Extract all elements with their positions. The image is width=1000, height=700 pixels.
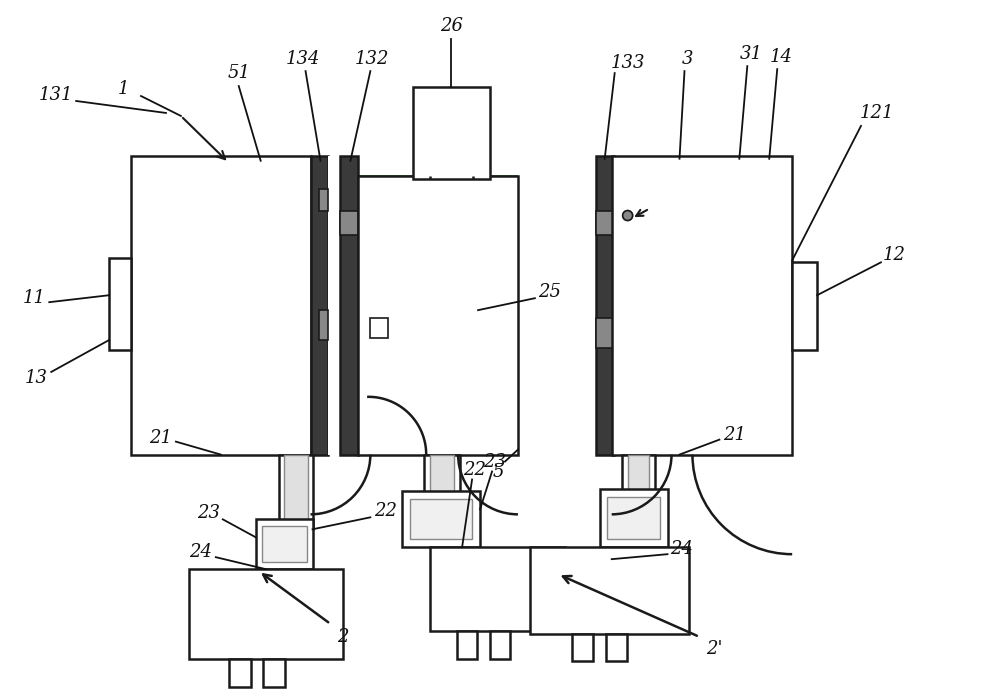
Bar (284, 454, 308, 524)
Text: 11: 11 (23, 289, 46, 307)
Text: 13: 13 (25, 369, 48, 387)
Bar (189, 569, 343, 659)
Bar (430, 454, 454, 505)
Bar (424, 454, 460, 510)
Text: 31: 31 (740, 46, 763, 63)
Text: 1: 1 (117, 80, 129, 98)
Text: 24: 24 (670, 540, 693, 558)
Text: 121: 121 (860, 104, 894, 122)
Bar (430, 547, 565, 631)
Text: 5: 5 (492, 463, 504, 480)
Text: 21: 21 (723, 426, 746, 444)
Bar (328, 156, 340, 454)
Bar (596, 318, 614, 348)
Bar (596, 211, 614, 235)
Bar (596, 156, 614, 454)
Bar (319, 188, 328, 211)
Bar (263, 659, 285, 687)
Text: 25: 25 (538, 284, 561, 301)
Text: 23: 23 (484, 453, 507, 470)
Bar (457, 631, 477, 659)
Text: 51: 51 (227, 64, 250, 82)
Bar (402, 491, 480, 547)
Bar (358, 176, 518, 454)
Text: 3: 3 (682, 50, 693, 68)
Bar (490, 631, 510, 659)
Bar (370, 318, 388, 338)
Text: 21: 21 (149, 428, 172, 447)
Text: 12: 12 (882, 246, 905, 265)
Bar (607, 498, 660, 539)
Text: 134: 134 (285, 50, 320, 68)
Text: 133: 133 (610, 54, 645, 72)
Bar (131, 156, 311, 454)
Bar (410, 499, 472, 539)
Text: 23: 23 (197, 504, 220, 522)
Bar (319, 310, 328, 340)
Text: 22: 22 (464, 461, 487, 479)
Bar (413, 87, 490, 178)
Bar (792, 262, 817, 350)
Bar (600, 489, 668, 547)
Text: 2': 2' (706, 640, 723, 658)
Bar (279, 454, 313, 529)
Bar (530, 547, 689, 634)
Text: 2: 2 (337, 628, 348, 646)
Bar (340, 156, 358, 454)
Text: 131: 131 (39, 86, 73, 104)
Bar (229, 659, 251, 687)
Text: 132: 132 (355, 50, 390, 68)
Text: 14: 14 (770, 48, 793, 66)
Bar (622, 454, 655, 510)
Bar (311, 156, 328, 454)
Bar (628, 454, 649, 505)
Bar (262, 526, 307, 562)
Text: 26: 26 (440, 18, 463, 35)
Text: 24: 24 (189, 543, 212, 561)
Circle shape (623, 211, 633, 220)
Text: 22: 22 (374, 503, 397, 520)
Bar (340, 211, 358, 235)
Bar (606, 634, 627, 661)
Bar (109, 258, 131, 350)
Bar (572, 634, 593, 661)
Bar (612, 156, 792, 454)
Bar (256, 519, 313, 569)
